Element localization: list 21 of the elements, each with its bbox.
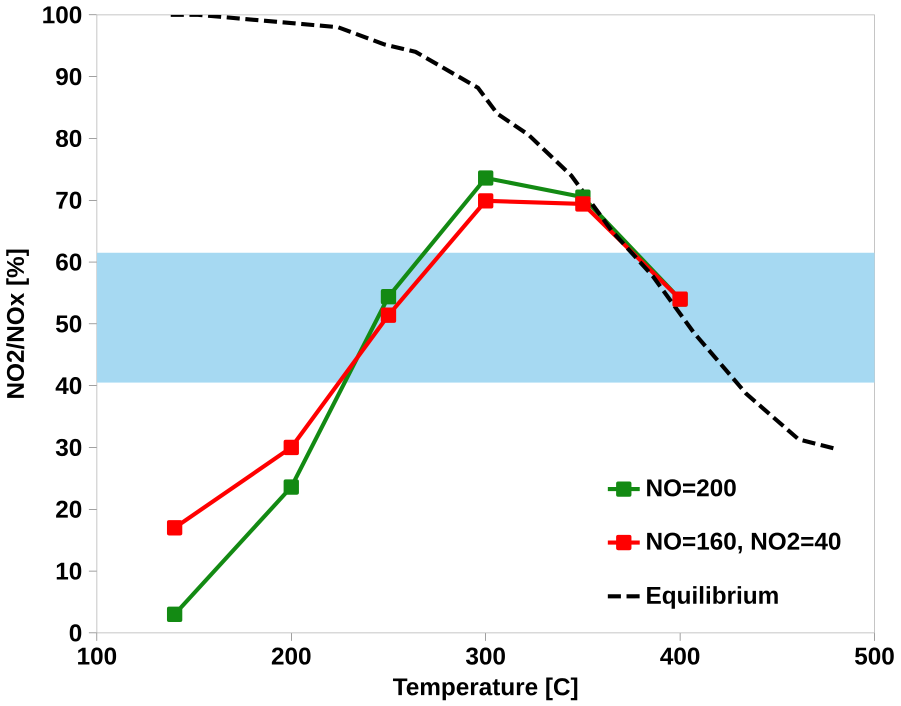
y-tick-label: 10 [56,562,82,580]
x-tick-label: 300 [466,647,505,664]
y-tick-label: 70 [56,191,82,209]
y-tick-label: 90 [56,68,82,86]
y-tick-label: 0 [70,624,82,642]
x-tick-label: 100 [78,647,116,664]
legend-label: Equilibrium [647,586,778,609]
legend-label: NO=160, NO2=40 [647,532,840,554]
x-axis-title: Temperature [C] [392,677,578,700]
x-tick-label: 400 [660,647,700,664]
y-tick-label: 60 [56,253,82,270]
y-axis-title: NO2/NOx [%] [6,249,29,398]
y-tick-label: 20 [56,500,82,518]
y-tick-label: 50 [56,315,82,332]
y-tick-label: 30 [56,438,82,456]
y-tick-label: 100 [43,6,82,24]
x-tick-label: 200 [272,647,311,664]
y-tick-label: 40 [56,376,82,394]
y-tick-label: 80 [56,130,82,147]
legend-label: NO=200 [647,478,736,496]
x-tick-label: 500 [854,647,894,664]
